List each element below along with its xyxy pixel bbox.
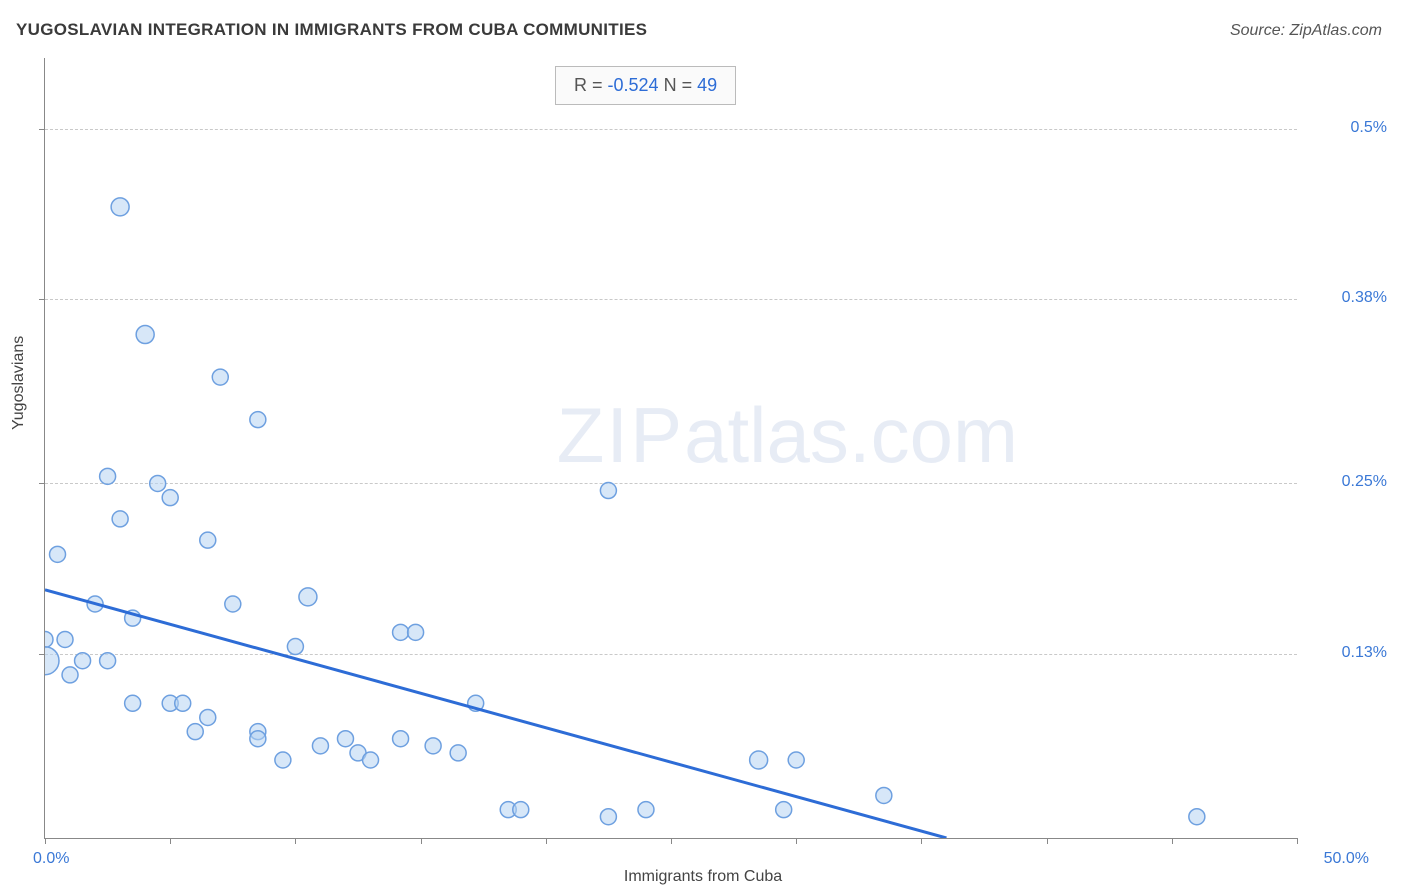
y-axis-label: Yugoslavians [10, 336, 28, 430]
data-point [212, 369, 228, 385]
data-point [250, 731, 266, 747]
data-point [45, 647, 59, 675]
x-tick [546, 838, 547, 844]
data-point [50, 546, 66, 562]
y-tick-label: 0.13% [1342, 644, 1387, 662]
plot-svg [45, 58, 1297, 838]
x-tick-max: 50.0% [1324, 850, 1369, 868]
data-point [1189, 809, 1205, 825]
trend-line [45, 590, 946, 838]
data-point [425, 738, 441, 754]
data-point [57, 631, 73, 647]
data-point [788, 752, 804, 768]
x-tick [796, 838, 797, 844]
data-point [312, 738, 328, 754]
data-point [112, 511, 128, 527]
x-tick [45, 838, 46, 844]
x-axis-label: Immigrants from Cuba [624, 868, 782, 886]
x-tick [1047, 838, 1048, 844]
data-point [111, 198, 129, 216]
source-attribution: Source: ZipAtlas.com [1230, 22, 1382, 40]
data-point [200, 532, 216, 548]
data-point [393, 624, 409, 640]
y-tick-label: 0.5% [1351, 119, 1387, 137]
x-tick-min: 0.0% [33, 850, 69, 868]
data-point [876, 787, 892, 803]
data-point [363, 752, 379, 768]
x-tick [1297, 838, 1298, 844]
data-point [100, 468, 116, 484]
y-tick-label: 0.25% [1342, 473, 1387, 491]
data-point [287, 639, 303, 655]
y-tick-label: 0.38% [1342, 289, 1387, 307]
data-point [250, 412, 266, 428]
x-tick [295, 838, 296, 844]
data-point [750, 751, 768, 769]
data-point [45, 631, 53, 647]
x-tick [921, 838, 922, 844]
data-point [187, 724, 203, 740]
chart-area: 0.13%0.25%0.38%0.5% 0.0% 50.0% [44, 58, 1297, 839]
chart-title: YUGOSLAVIAN INTEGRATION IN IMMIGRANTS FR… [16, 20, 647, 40]
x-tick [671, 838, 672, 844]
data-point [638, 802, 654, 818]
data-point [100, 653, 116, 669]
data-point [450, 745, 466, 761]
data-point [600, 809, 616, 825]
data-point [125, 695, 141, 711]
data-point [393, 731, 409, 747]
data-point [299, 588, 317, 606]
data-point [136, 326, 154, 344]
data-point [150, 475, 166, 491]
data-point [175, 695, 191, 711]
data-point [62, 667, 78, 683]
data-point [162, 490, 178, 506]
x-tick [421, 838, 422, 844]
data-point [337, 731, 353, 747]
data-point [600, 483, 616, 499]
data-point [776, 802, 792, 818]
data-point [200, 709, 216, 725]
data-point [408, 624, 424, 640]
data-point [225, 596, 241, 612]
x-tick [1172, 838, 1173, 844]
data-point [513, 802, 529, 818]
data-point [75, 653, 91, 669]
x-tick [170, 838, 171, 844]
data-point [275, 752, 291, 768]
